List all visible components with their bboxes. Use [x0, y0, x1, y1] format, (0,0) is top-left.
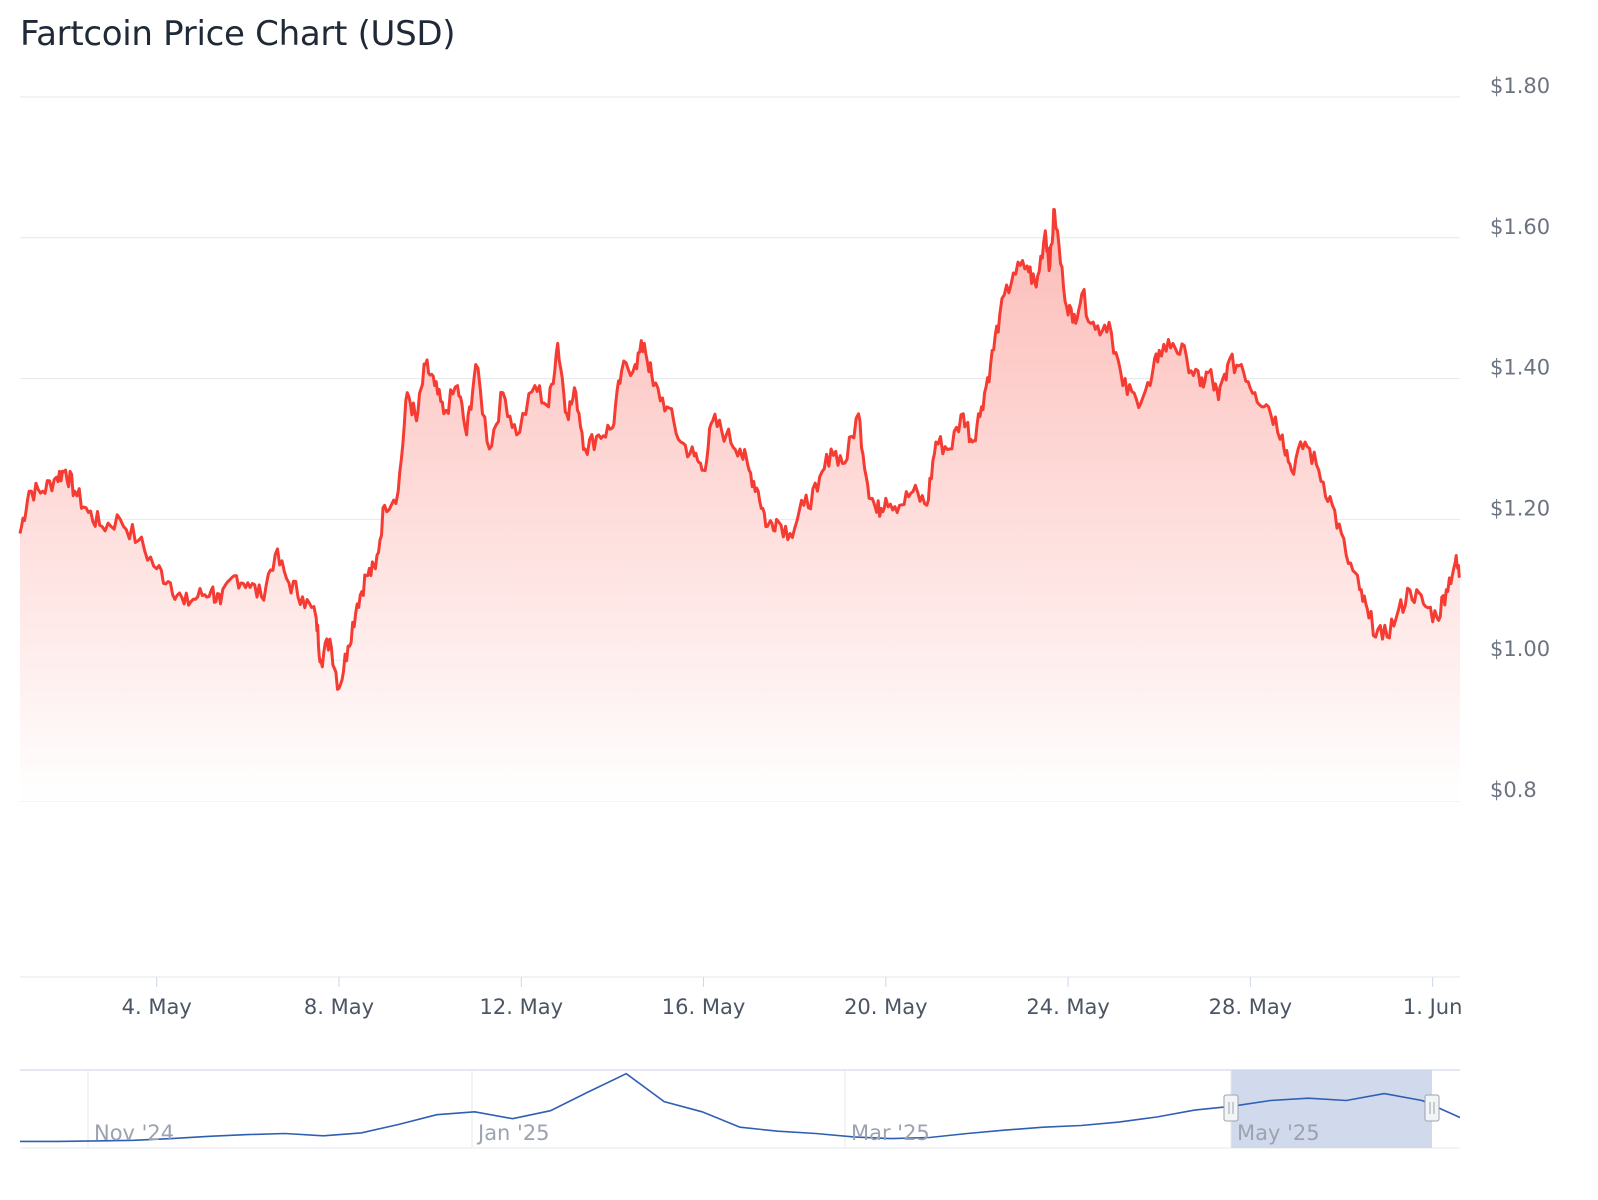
y-tick-label: $1.60	[1490, 215, 1550, 239]
navigator-right-handle[interactable]	[1424, 1094, 1440, 1122]
y-axis: $0.8 $1.00 $1.20 $1.40 $1.60 $1.80	[1490, 74, 1550, 802]
x-tick-label: 4. May	[122, 995, 192, 1019]
navigator-label: Nov '24	[94, 1121, 174, 1145]
x-tick-label: 12. May	[480, 995, 564, 1019]
navigator-labels: Nov '24 Jan '25 Mar '25 May '25	[94, 1121, 1320, 1145]
x-tick-label: 24. May	[1026, 995, 1110, 1019]
price-line	[18, 208, 1462, 691]
navigator-label: Jan '25	[476, 1121, 550, 1145]
y-tick-label: $1.40	[1490, 356, 1550, 380]
chart-title: Fartcoin Price Chart (USD)	[20, 14, 456, 54]
navigator[interactable]: Nov '24 Jan '25 Mar '25 May '25	[20, 1069, 1461, 1149]
navigator-line	[20, 1072, 1461, 1143]
y-tick-label: $1.80	[1490, 74, 1550, 98]
x-tick-label: 20. May	[844, 995, 928, 1019]
y-tick-label: $1.20	[1490, 496, 1550, 520]
x-tick-label: 1. Jun	[1403, 995, 1463, 1019]
navigator-range-mask[interactable]	[1231, 1070, 1432, 1148]
navigator-label: May '25	[1237, 1121, 1320, 1145]
navigator-grid	[87, 1070, 1232, 1148]
navigator-label: Mar '25	[851, 1121, 930, 1145]
x-axis: 4. May 8. May 12. May 16. May 20. May 24. May…	[122, 977, 1463, 1019]
price-area	[20, 209, 1460, 801]
y-tick-label: $0.8	[1490, 778, 1537, 802]
y-tick-label: $1.00	[1490, 637, 1550, 661]
x-tick-label: 8. May	[304, 995, 374, 1019]
navigator-left-handle[interactable]	[1223, 1094, 1239, 1122]
x-tick-label: 28. May	[1209, 995, 1293, 1019]
x-tick-label: 16. May	[662, 995, 746, 1019]
